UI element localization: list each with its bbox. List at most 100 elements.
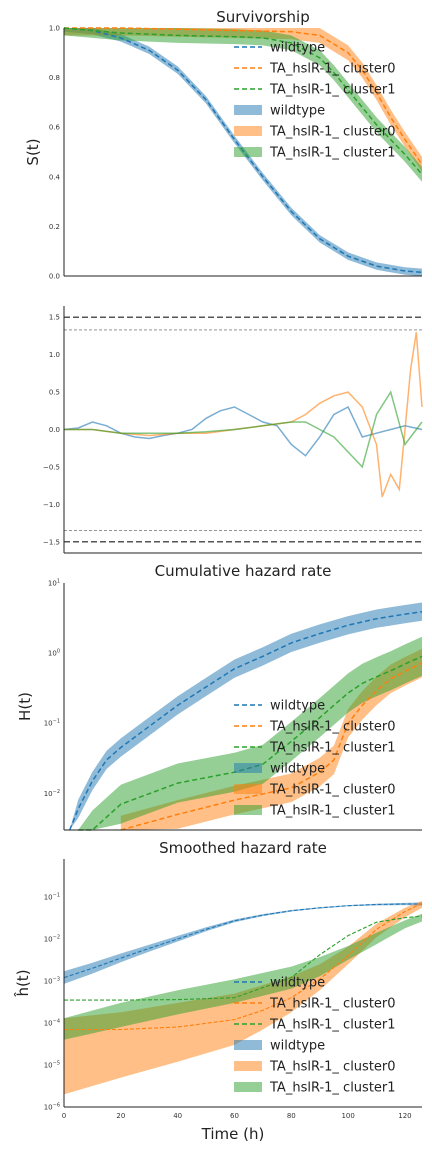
x-tick-label: 80 (287, 1112, 296, 1120)
line-wildtype (63, 405, 423, 457)
legend-label: TA_hslR-1_ cluster1 (269, 146, 396, 161)
y-tick-exponent: −1 (53, 719, 60, 725)
y-axis-label: H(t) (16, 692, 34, 721)
legend-swatch-cluster0-band (234, 784, 262, 794)
cumulative-hazard-panel: Cumulative hazard rateH(t)10−210−1100101… (16, 562, 423, 831)
y-tick-base: 10 (44, 977, 53, 985)
line-cluster0 (120, 662, 423, 831)
x-tick-label: 60 (230, 1112, 239, 1120)
y-tick-base: 10 (44, 1061, 53, 1069)
y-tick-exponent: −2 (53, 934, 60, 940)
line-cluster0 (64, 27, 423, 165)
y-tick-exponent: −2 (53, 789, 60, 795)
y-tick-base: 10 (48, 580, 57, 588)
y-tick-label: 0.0 (49, 273, 60, 281)
legend-label: wildtype (270, 762, 325, 777)
y-tick-base: 10 (44, 1019, 53, 1027)
x-tick-label: 20 (116, 1112, 125, 1120)
y-tick-label: 0.8 (49, 74, 60, 82)
y-tick-label: −0.5 (43, 463, 60, 471)
legend-label: TA_hslR-1_ cluster1 (269, 1018, 396, 1033)
legend-label: TA_hslR-1_ cluster1 (269, 83, 396, 98)
y-tick-exponent: −3 (53, 976, 60, 982)
y-tick-label: 10−6 (44, 1103, 60, 1112)
line-cluster0 (64, 902, 423, 1031)
chart-title: Smoothed hazard rate (159, 839, 327, 857)
y-tick-label: 10−2 (44, 934, 60, 943)
legend-swatch-cluster0-band (234, 126, 262, 136)
y-tick-label: 10−1 (44, 892, 60, 901)
legend-label: wildtype (270, 976, 325, 991)
x-tick-label: 120 (398, 1112, 411, 1120)
line-cluster1 (63, 27, 423, 175)
legend-swatch-cluster1-band (234, 1082, 262, 1092)
y-tick-label: 101 (48, 579, 60, 588)
y-tick-base: 10 (44, 1104, 53, 1112)
y-tick-label: 0.2 (49, 223, 60, 231)
legend-label: wildtype (270, 1039, 325, 1054)
legend-label: TA_hslR-1_ cluster1 (269, 804, 396, 819)
y-tick-exponent: 0 (57, 649, 60, 655)
band-cluster1 (78, 636, 422, 830)
y-tick-label: −1.0 (43, 501, 60, 509)
band-wildtype (69, 602, 422, 830)
difference-panel: −1.5 −1.0 −0.5 0.0 0.5 1.0 1.5 (43, 306, 423, 554)
y-tick-base: 10 (44, 935, 53, 943)
legend-label: wildtype (270, 41, 325, 56)
legend-swatch-cluster1-band (234, 805, 262, 815)
legend-label: TA_hslR-1_ cluster0 (269, 125, 396, 140)
y-tick-label: 10−2 (44, 789, 60, 798)
line-cluster1 (64, 915, 423, 1001)
y-tick-base: 10 (44, 790, 53, 798)
line-cluster1 (64, 390, 423, 469)
y-tick-label: 0.4 (49, 173, 61, 181)
chart-title: Survivorship (216, 8, 309, 26)
legend-label: wildtype (270, 699, 325, 714)
y-tick-label: 100 (48, 649, 60, 658)
y-tick-label: 10−5 (44, 1060, 60, 1069)
legend-label: TA_hslR-1_ cluster0 (269, 997, 396, 1012)
y-tick-base: 10 (48, 650, 57, 658)
y-tick-label: 1.0 (49, 25, 60, 33)
y-tick-exponent: −1 (53, 892, 60, 898)
survivorship-panel: Survivorship S(t) 0.0 0.2 0.4 0.6 0.8 1.0 wildty… (24, 8, 423, 281)
smoothed-hazard-panel: Smoothed hazard rateĥ(t)10−610−510−410−3… (13, 839, 423, 1143)
y-axis-label: ĥ(t) (13, 969, 32, 997)
y-tick-label: 1.5 (49, 314, 60, 322)
y-tick-label: 10−3 (44, 976, 60, 985)
legend-label: TA_hslR-1_ cluster0 (269, 783, 396, 798)
y-axis-label: S(t) (24, 138, 42, 165)
y-tick-label: 0.5 (49, 389, 60, 397)
y-tick-label: 0.0 (49, 426, 60, 434)
legend-label: TA_hslR-1_ cluster0 (269, 62, 396, 77)
line-cluster0 (64, 332, 423, 498)
legend-label: TA_hslR-1_ cluster1 (269, 1081, 396, 1096)
legend-label: TA_hslR-1_ cluster0 (269, 720, 396, 735)
y-tick-base: 10 (44, 893, 53, 901)
y-tick-label: 1.0 (49, 351, 60, 359)
y-tick-exponent: −5 (53, 1060, 60, 1066)
legend-swatch-wildtype-band (234, 105, 262, 115)
legend-swatch-wildtype-band (234, 1040, 262, 1050)
legend-swatch-cluster1-band (234, 147, 262, 157)
legend-swatch-cluster0-band (234, 1061, 262, 1071)
band-cluster1 (64, 913, 422, 1040)
y-tick-label: 10−4 (44, 1018, 60, 1027)
y-tick-exponent: 1 (57, 579, 60, 585)
x-tick-label: 100 (341, 1112, 354, 1120)
line-wildtype (69, 610, 423, 831)
line-wildtype (63, 27, 423, 274)
y-tick-base: 10 (44, 720, 53, 728)
x-tick-label: 40 (173, 1112, 182, 1120)
legend-label: TA_hslR-1_ cluster0 (269, 1060, 396, 1075)
y-tick-label: 10−1 (44, 719, 60, 728)
legend-swatch-wildtype-band (234, 763, 262, 773)
x-tick-label: 0 (62, 1112, 66, 1120)
y-tick-exponent: −4 (53, 1018, 60, 1024)
y-tick-label: 0.6 (49, 124, 61, 132)
band-cluster1 (64, 28, 422, 182)
legend-label: wildtype (270, 104, 325, 119)
y-tick-label: −1.5 (43, 538, 60, 546)
line-wildtype (63, 903, 422, 979)
